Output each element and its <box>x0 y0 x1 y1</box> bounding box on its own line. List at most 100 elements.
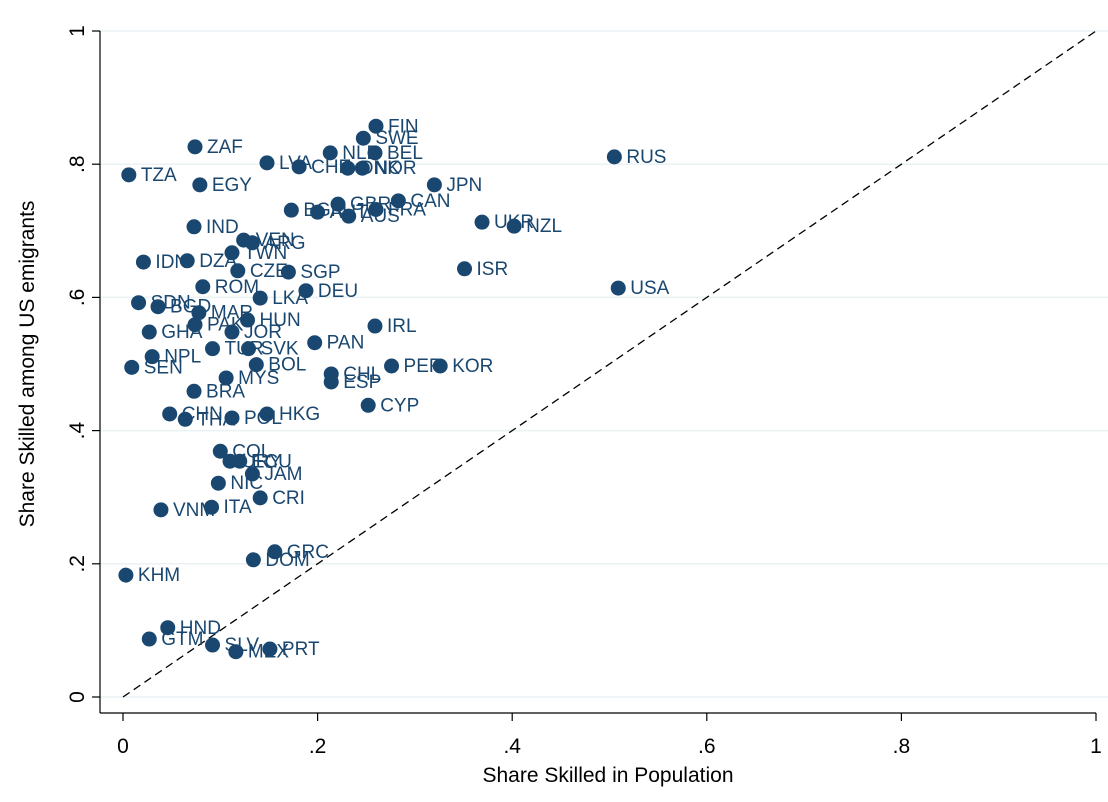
point <box>240 312 256 328</box>
point <box>210 475 226 491</box>
point-label: ARG <box>264 233 305 254</box>
point-label: SWE <box>375 128 418 149</box>
point <box>244 466 260 482</box>
point <box>224 410 240 426</box>
point <box>506 218 522 234</box>
point-label: ITA <box>224 497 252 518</box>
point-label: USA <box>630 278 669 299</box>
point <box>150 299 166 315</box>
point <box>162 406 178 422</box>
point-label: RUS <box>626 147 666 168</box>
point-label: JOR <box>244 322 282 343</box>
point-label: GTM <box>161 629 203 650</box>
point-label: ROM <box>215 277 259 298</box>
point-label: ESP <box>343 372 381 393</box>
y-tick-label: 1 <box>66 25 89 37</box>
point-label: IRL <box>387 316 417 337</box>
point <box>280 264 296 280</box>
point <box>135 254 151 270</box>
point <box>340 160 356 176</box>
point-label: HND <box>180 618 221 639</box>
point <box>432 358 448 374</box>
point <box>118 567 134 583</box>
point-label: ECU <box>252 451 292 472</box>
point-label: CZE <box>250 261 288 282</box>
point-label: GHA <box>161 322 203 343</box>
point <box>232 453 248 469</box>
point <box>153 502 169 518</box>
point <box>367 145 383 161</box>
point-label: AUS <box>361 206 400 227</box>
point <box>241 341 257 357</box>
point <box>177 411 193 427</box>
point <box>252 290 268 306</box>
point-label: ZAF <box>207 137 243 158</box>
point <box>160 620 176 636</box>
point-label: HUN <box>260 310 301 331</box>
point <box>144 349 160 365</box>
point <box>218 370 234 386</box>
point-label: SEN <box>144 357 183 378</box>
y-axis-label: Share Skilled among US emigrants <box>16 201 39 528</box>
point <box>322 145 338 161</box>
point-label: SGP <box>300 262 340 283</box>
point <box>330 196 346 212</box>
point <box>204 499 220 515</box>
point <box>205 341 221 357</box>
point <box>248 357 264 373</box>
point-label: LKA <box>272 288 308 309</box>
point <box>354 160 370 176</box>
point <box>187 139 203 155</box>
point-label: DNK <box>360 158 400 179</box>
point <box>367 318 383 334</box>
point-label: CAN <box>410 191 450 212</box>
point-label: ISR <box>477 259 509 280</box>
point <box>267 544 283 560</box>
point-label: FIN <box>388 116 419 137</box>
x-tick-label: .6 <box>698 735 716 758</box>
point-label: KOR <box>452 356 493 377</box>
point <box>212 443 228 459</box>
point-label: CHL <box>343 364 381 385</box>
point <box>205 637 221 653</box>
x-tick-label: 0 <box>117 735 129 758</box>
y-tick-label: .6 <box>66 289 89 307</box>
point <box>186 383 202 399</box>
point <box>124 359 140 375</box>
point <box>192 177 208 193</box>
point <box>224 324 240 340</box>
point-label: NZL <box>526 216 562 237</box>
point <box>252 490 268 506</box>
point-label: JPN <box>446 175 482 196</box>
point-label: NPL <box>164 347 201 368</box>
point <box>245 552 261 568</box>
point <box>355 130 371 146</box>
point <box>179 253 195 269</box>
y-tick-label: .8 <box>66 155 89 173</box>
point <box>610 280 626 296</box>
point-label: BRA <box>206 381 245 402</box>
point-label: VEN <box>256 230 295 251</box>
point <box>283 202 299 218</box>
point-label: TWN <box>244 243 287 264</box>
point-label: VNM <box>173 500 215 521</box>
point-label: DEU <box>318 281 358 302</box>
point <box>259 406 275 422</box>
point-label: IDN <box>155 252 188 273</box>
x-tick-label: .2 <box>309 735 327 758</box>
point <box>384 358 400 374</box>
point <box>141 324 157 340</box>
point <box>141 631 157 647</box>
x-tick-label: .8 <box>893 735 911 758</box>
y-tick-label: .4 <box>66 422 89 440</box>
point <box>186 219 202 235</box>
point-label: JAM <box>264 464 302 485</box>
point <box>368 201 384 217</box>
point <box>131 295 147 311</box>
point <box>341 208 357 224</box>
point-label: IND <box>206 217 239 238</box>
point <box>187 317 203 333</box>
point <box>298 283 314 299</box>
x-tick-label: 1 <box>1090 735 1102 758</box>
